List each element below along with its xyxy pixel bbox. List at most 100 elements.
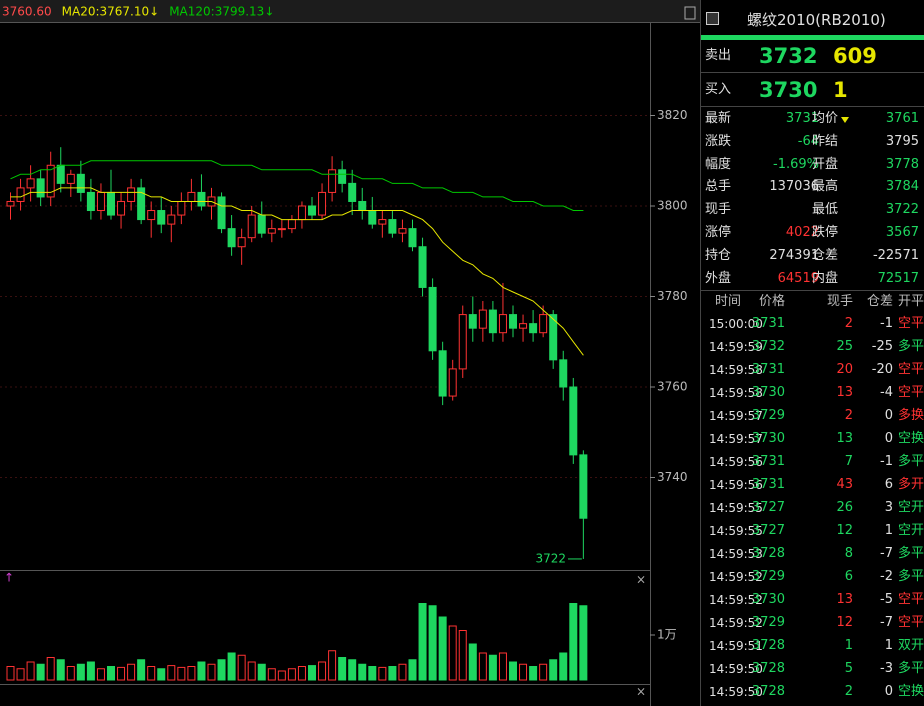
stat-value: -64 <box>797 133 819 149</box>
tick-price: 3731 <box>751 477 785 492</box>
candle-body <box>378 219 387 225</box>
y-tick-label: 1万 <box>657 628 677 642</box>
candle-body <box>26 178 35 189</box>
tick-price: 3727 <box>751 523 785 538</box>
stat-value: 3722 <box>885 202 919 218</box>
candle-body <box>197 191 206 207</box>
volume-bar <box>498 652 507 681</box>
volume-bar <box>137 659 146 681</box>
candle-body <box>267 228 276 234</box>
separator <box>701 290 924 291</box>
tick-time: 14:59:50 <box>709 662 763 676</box>
y-tick-label: 3800 <box>657 199 688 213</box>
volume-bar <box>569 603 578 681</box>
tick-type: 空平 <box>898 362 924 377</box>
volume-bar <box>358 663 367 681</box>
tick-price: 3729 <box>751 408 785 423</box>
volume-bar <box>468 643 477 681</box>
candle-body <box>418 246 427 288</box>
stat-label: 内盘 <box>812 270 839 286</box>
stat-label: 涨跌 <box>705 133 732 149</box>
candle-body <box>498 314 507 334</box>
kline-chart: × × ↑ 3760.60 MA20:3767.10↓ MA120:3799.13↓… <box>0 0 700 706</box>
tick-volume: 20 <box>836 362 853 377</box>
candle-body <box>519 323 528 329</box>
stat-value: 3784 <box>885 179 919 195</box>
stat-label: 外盘 <box>705 270 732 286</box>
tick-volume: 12 <box>836 615 853 630</box>
layout-button[interactable] <box>684 6 696 20</box>
candle-body <box>36 178 45 198</box>
candle-body <box>287 219 296 230</box>
volume-bar <box>257 663 266 681</box>
tick-time: 14:59:57 <box>709 409 763 423</box>
ma-line <box>10 187 584 356</box>
tick-volume: 6 <box>844 569 853 584</box>
close-button[interactable]: × <box>636 573 646 587</box>
stat-label: 涨停 <box>705 225 732 240</box>
volume-bar <box>519 663 528 681</box>
contract-title: 螺纹2010(RB2010) <box>747 11 886 29</box>
tick-time: 14:59:58 <box>709 386 763 400</box>
tick-type: 双开 <box>898 638 924 653</box>
bid-label: 买入 <box>705 82 732 97</box>
candle-body <box>398 228 407 234</box>
indicator-label: MA20:3767.10↓ <box>62 5 160 19</box>
tick-oi: 0 <box>884 684 893 699</box>
separator <box>701 106 924 107</box>
tick-volume: 12 <box>836 523 853 538</box>
volume-bar <box>388 666 397 681</box>
volume-bar <box>418 603 427 681</box>
tick-time: 14:59:50 <box>709 685 763 699</box>
tick-oi: -1 <box>880 454 893 469</box>
tick-type: 多换 <box>898 408 924 423</box>
tick-type: 空平 <box>898 615 924 630</box>
tick-volume: 25 <box>836 339 853 354</box>
tick-volume: 7 <box>844 454 853 469</box>
tick-oi: 3 <box>884 500 893 515</box>
y-tick-label: 3820 <box>657 108 688 122</box>
collapse-icon[interactable] <box>706 12 719 25</box>
bid-price: 3730 <box>759 78 818 102</box>
candle-body <box>86 191 95 212</box>
candle-body <box>468 314 477 329</box>
volume-bar <box>328 650 337 681</box>
tick-type: 空平 <box>898 385 924 400</box>
y-tick-label: 3760 <box>657 380 688 394</box>
stat-label: 开盘 <box>812 156 839 172</box>
tick-type: 多平 <box>898 546 924 561</box>
volume-bar <box>157 668 166 681</box>
tick-type: 多平 <box>898 661 924 676</box>
candle-body <box>227 228 236 248</box>
stat-value: 64519 <box>777 270 819 286</box>
tick-time: 14:59:56 <box>709 455 763 469</box>
tick-type: 多平 <box>898 569 924 584</box>
candle-body <box>348 182 357 202</box>
volume-bar <box>167 665 176 681</box>
candle-body <box>579 454 588 519</box>
tick-time: 14:59:51 <box>709 639 763 653</box>
tick-oi: -7 <box>880 615 893 630</box>
tick-volume: 1 <box>844 638 853 653</box>
candle-body <box>458 314 467 370</box>
tick-volume: 43 <box>836 477 853 492</box>
tick-price: 3728 <box>751 638 785 653</box>
tick-time: 14:59:58 <box>709 363 763 377</box>
tick-price: 3728 <box>751 546 785 561</box>
volume-bar <box>187 666 196 681</box>
tick-time: 14:59:57 <box>709 432 763 446</box>
tick-type: 空平 <box>898 316 924 331</box>
avg-icon <box>841 117 849 123</box>
tick-oi: -3 <box>880 661 893 676</box>
stat-label: 仓差 <box>812 247 839 263</box>
candle-body <box>247 214 256 239</box>
ma-line <box>10 160 584 211</box>
tick-price: 3728 <box>751 684 785 699</box>
tick-volume: 13 <box>836 385 853 400</box>
tick-type: 多平 <box>898 454 924 469</box>
tick-volume: 13 <box>836 431 853 446</box>
volume-bar <box>117 666 126 681</box>
close-button[interactable]: × <box>636 685 646 699</box>
tick-oi: -5 <box>880 592 893 607</box>
